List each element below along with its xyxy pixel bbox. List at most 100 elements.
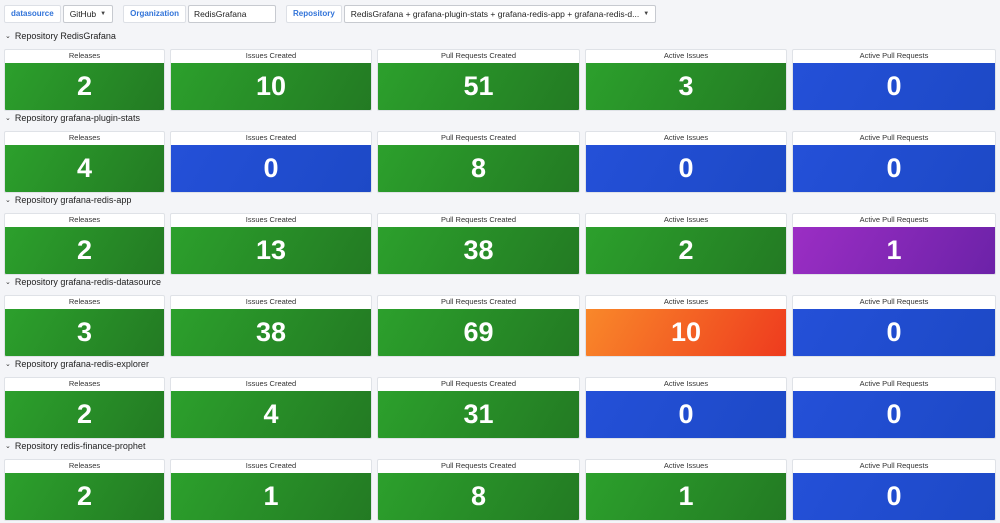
stat-value: 3 <box>5 309 164 356</box>
panel-title: Releases <box>68 379 101 388</box>
stat-panel[interactable]: Releases 2 <box>4 213 165 275</box>
stat-panel[interactable]: Releases 2 <box>4 459 165 521</box>
panel-title: Pull Requests Created <box>440 297 517 306</box>
row-title: Repository grafana-plugin-stats <box>14 113 140 123</box>
stat-value: 1 <box>171 473 371 520</box>
datasource-variable-select[interactable]: GitHub ▼ <box>62 5 114 23</box>
stat-value: 0 <box>793 473 995 520</box>
panel-title: Releases <box>68 133 101 142</box>
stat-panel[interactable]: Active Issues 2 <box>585 213 787 275</box>
stat-value: 13 <box>171 227 371 274</box>
stat-value: 2 <box>5 63 164 110</box>
stat-value: 0 <box>793 63 995 110</box>
panel-title: Pull Requests Created <box>440 133 517 142</box>
chevron-down-icon: ▼ <box>643 11 650 17</box>
stat-panel[interactable]: Pull Requests Created 38 <box>377 213 580 275</box>
stat-panel[interactable]: Active Pull Requests 0 <box>792 377 996 439</box>
row-title: Repository grafana-redis-app <box>14 195 132 205</box>
organization-variable-input[interactable] <box>188 5 276 23</box>
panel-title: Pull Requests Created <box>440 379 517 388</box>
stat-value: 10 <box>171 63 371 110</box>
stat-panel[interactable]: Active Issues 3 <box>585 49 787 111</box>
chevron-down-icon: ⌄ <box>5 33 11 40</box>
row-header[interactable]: ⌄ Repository redis-finance-prophet <box>5 439 145 453</box>
stat-value: 0 <box>586 391 786 438</box>
stat-value: 0 <box>171 145 371 192</box>
chevron-down-icon: ⌄ <box>5 115 11 122</box>
panel-title: Issues Created <box>245 133 297 142</box>
stat-value: 69 <box>378 309 579 356</box>
panel-title: Issues Created <box>245 379 297 388</box>
row-header[interactable]: ⌄ Repository grafana-redis-app <box>5 193 131 207</box>
panel-title: Active Pull Requests <box>859 133 929 142</box>
stat-value: 2 <box>5 473 164 520</box>
chevron-down-icon: ⌄ <box>5 279 11 286</box>
stat-panel[interactable]: Releases 3 <box>4 295 165 357</box>
panel-title: Active Pull Requests <box>859 461 929 470</box>
chevron-down-icon: ⌄ <box>5 361 11 368</box>
chevron-down-icon: ⌄ <box>5 197 11 204</box>
panel-title: Active Issues <box>663 51 709 60</box>
stat-panel[interactable]: Active Issues 10 <box>585 295 787 357</box>
stat-value: 38 <box>378 227 579 274</box>
stat-panel[interactable]: Issues Created 38 <box>170 295 372 357</box>
stat-panel[interactable]: Pull Requests Created 8 <box>377 131 580 193</box>
row-header[interactable]: ⌄ Repository RedisGrafana <box>5 29 116 43</box>
stat-panel[interactable]: Issues Created 10 <box>170 49 372 111</box>
panel-title: Active Pull Requests <box>859 51 929 60</box>
variable-bar: datasource GitHub ▼ Organization Reposit… <box>4 4 666 24</box>
datasource-variable-value: GitHub <box>69 9 97 19</box>
stat-panel[interactable]: Pull Requests Created 51 <box>377 49 580 111</box>
stat-panel[interactable]: Active Issues 0 <box>585 377 787 439</box>
stat-panel[interactable]: Active Issues 0 <box>585 131 787 193</box>
row-header[interactable]: ⌄ Repository grafana-plugin-stats <box>5 111 140 125</box>
panel-title: Active Issues <box>663 297 709 306</box>
stat-panel[interactable]: Releases 2 <box>4 377 165 439</box>
panel-title: Active Issues <box>663 215 709 224</box>
panel-title: Pull Requests Created <box>440 51 517 60</box>
repository-variable-label: Repository <box>286 5 342 23</box>
panel-title: Releases <box>68 297 101 306</box>
stat-panel[interactable]: Pull Requests Created 31 <box>377 377 580 439</box>
stat-panel[interactable]: Releases 2 <box>4 49 165 111</box>
stat-panel[interactable]: Releases 4 <box>4 131 165 193</box>
stat-panel[interactable]: Issues Created 0 <box>170 131 372 193</box>
panel-title: Releases <box>68 461 101 470</box>
stat-panel[interactable]: Issues Created 13 <box>170 213 372 275</box>
stat-panel[interactable]: Active Pull Requests 0 <box>792 459 996 521</box>
stat-value: 8 <box>378 473 579 520</box>
panel-title: Issues Created <box>245 215 297 224</box>
row-title: Repository grafana-redis-datasource <box>14 277 161 287</box>
stat-value: 10 <box>586 309 786 356</box>
panel-title: Active Issues <box>663 133 709 142</box>
panel-title: Issues Created <box>245 51 297 60</box>
stat-value: 0 <box>793 309 995 356</box>
stat-value: 1 <box>793 227 995 274</box>
panel-title: Releases <box>68 51 101 60</box>
panel-title: Active Issues <box>663 461 709 470</box>
stat-value: 2 <box>586 227 786 274</box>
stat-value: 4 <box>5 145 164 192</box>
stat-panel[interactable]: Active Issues 1 <box>585 459 787 521</box>
stat-panel[interactable]: Pull Requests Created 69 <box>377 295 580 357</box>
panel-title: Issues Created <box>245 461 297 470</box>
stat-value: 31 <box>378 391 579 438</box>
repository-variable-select[interactable]: RedisGrafana + grafana-plugin-stats + gr… <box>343 5 657 23</box>
panel-title: Active Pull Requests <box>859 215 929 224</box>
stat-panel[interactable]: Active Pull Requests 0 <box>792 49 996 111</box>
stat-panel[interactable]: Active Pull Requests 0 <box>792 131 996 193</box>
stat-panel[interactable]: Pull Requests Created 8 <box>377 459 580 521</box>
row-title: Repository RedisGrafana <box>14 31 116 41</box>
row-header[interactable]: ⌄ Repository grafana-redis-explorer <box>5 357 149 371</box>
stat-value: 2 <box>5 227 164 274</box>
stat-value: 2 <box>5 391 164 438</box>
stat-value: 3 <box>586 63 786 110</box>
stat-panel[interactable]: Issues Created 4 <box>170 377 372 439</box>
stat-panel[interactable]: Issues Created 1 <box>170 459 372 521</box>
chevron-down-icon: ▼ <box>100 11 107 17</box>
stat-panel[interactable]: Active Pull Requests 0 <box>792 295 996 357</box>
stat-panel[interactable]: Active Pull Requests 1 <box>792 213 996 275</box>
chevron-down-icon: ⌄ <box>5 443 11 450</box>
stat-value: 51 <box>378 63 579 110</box>
row-header[interactable]: ⌄ Repository grafana-redis-datasource <box>5 275 161 289</box>
